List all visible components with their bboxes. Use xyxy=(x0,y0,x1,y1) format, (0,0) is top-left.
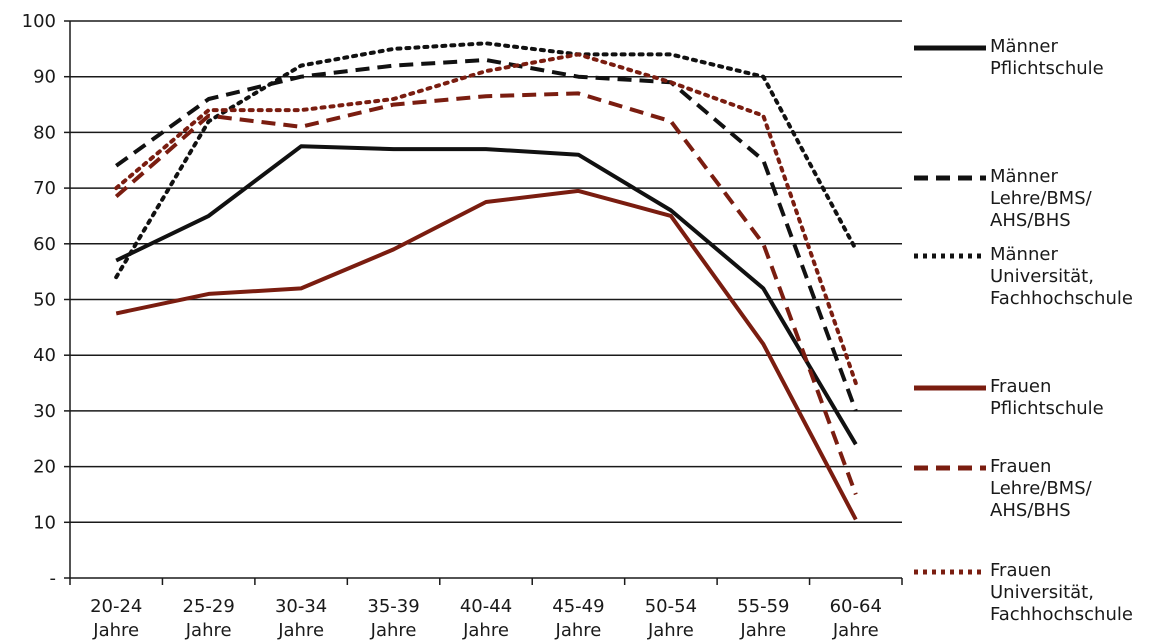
x-tick-label-line: Jahre xyxy=(739,620,786,641)
legend-label-line: Männer xyxy=(990,36,1058,57)
legend-label-line: AHS/BHS xyxy=(990,210,1071,231)
legend-swatch xyxy=(914,253,986,259)
legend-swatch xyxy=(914,465,986,471)
x-tick-label-line: Jahre xyxy=(277,620,324,641)
x-tick-label-line: 35-39 xyxy=(367,596,419,617)
series-line-1 xyxy=(115,144,858,446)
legend-swatch xyxy=(914,569,986,575)
x-tick-label-line: 55-59 xyxy=(737,596,789,617)
y-tick-label: 30 xyxy=(33,401,56,422)
y-axis-ticks: - 10 20 30 40 50 60 70 80 90 100 xyxy=(22,11,56,589)
x-tick-label: 35-39 Jahre xyxy=(367,596,419,641)
y-tick-label: 80 xyxy=(33,122,56,143)
legend-label-line: Lehre/BMS/ xyxy=(990,478,1092,499)
x-tick-label-line: 20-24 xyxy=(90,596,142,617)
x-tick-label-line: Jahre xyxy=(462,620,509,641)
x-tick-label-line: 25-29 xyxy=(183,596,235,617)
y-tick-label: 90 xyxy=(33,67,56,88)
line-chart: - 10 20 30 40 50 60 70 80 90 100 20-24 Jahre 25-29 Ja… xyxy=(22,11,903,641)
y-tick-label: - xyxy=(50,568,57,589)
legend-label-line: Männer xyxy=(990,244,1058,265)
x-tick-label-line: 40-44 xyxy=(460,596,512,617)
x-tick-label-line: 50-54 xyxy=(645,596,697,617)
legend-label-line: Frauen xyxy=(990,456,1052,477)
legend-label-line: Lehre/BMS/ xyxy=(990,188,1092,209)
series-line-5 xyxy=(114,91,858,496)
y-tick-label: 60 xyxy=(33,234,56,255)
y-tick-label: 20 xyxy=(33,457,56,478)
legend-label-line: Frauen xyxy=(990,376,1052,397)
x-tick-label-line: Jahre xyxy=(832,620,879,641)
x-tick-label: 60-64 Jahre xyxy=(830,596,882,641)
legend-label-line: Fachhochschule xyxy=(990,604,1133,625)
series-line-3 xyxy=(114,41,858,280)
y-tick-label: 40 xyxy=(33,345,56,366)
legend-label-line: Frauen xyxy=(990,560,1052,581)
x-axis-ticks: 20-24 Jahre 25-29 Jahre 30-34 Jahre 35-39 Jahre… xyxy=(90,596,882,641)
x-tick-label-line: 30-34 xyxy=(275,596,327,617)
y-tick-label: 10 xyxy=(33,512,56,533)
x-tick-label: 25-29 Jahre xyxy=(183,596,235,641)
y-tick-label: 100 xyxy=(22,11,56,32)
legend-label-line: Universität, xyxy=(990,266,1094,287)
x-tick-label-line: Jahre xyxy=(555,620,602,641)
legend-label-line: Pflichtschule xyxy=(990,58,1104,79)
x-tick-label: 55-59 Jahre xyxy=(737,596,789,641)
series-line-6 xyxy=(114,52,858,386)
x-tick-label: 45-49 Jahre xyxy=(552,596,604,641)
series-lines xyxy=(114,41,858,521)
series-line-4 xyxy=(115,188,858,521)
legend-label-line: Männer xyxy=(990,166,1058,187)
legend-label-line: Universität, xyxy=(990,582,1094,603)
legend-label-line: Fachhochschule xyxy=(990,288,1133,309)
legend-label-line: AHS/BHS xyxy=(990,500,1071,521)
y-tick-label: 70 xyxy=(33,178,56,199)
legend-label-line: Pflichtschule xyxy=(990,398,1104,419)
x-tick-label: 20-24 Jahre xyxy=(90,596,142,641)
legend-swatch xyxy=(914,175,986,181)
x-tick-label-line: Jahre xyxy=(185,620,232,641)
y-tick-label: 50 xyxy=(33,290,56,311)
x-tick-label-line: Jahre xyxy=(92,620,139,641)
x-tick-label: 50-54 Jahre xyxy=(645,596,697,641)
x-tick-label-line: 45-49 xyxy=(552,596,604,617)
legend-swatch xyxy=(914,385,986,391)
gridlines xyxy=(64,20,903,585)
series-line-2 xyxy=(115,58,858,412)
legend-swatch xyxy=(914,45,986,51)
x-tick-label-line: Jahre xyxy=(370,620,417,641)
x-tick-label: 30-34 Jahre xyxy=(275,596,327,641)
x-tick-label-line: 60-64 xyxy=(830,596,882,617)
x-tick-label: 40-44 Jahre xyxy=(460,596,512,641)
x-tick-label-line: Jahre xyxy=(647,620,694,641)
